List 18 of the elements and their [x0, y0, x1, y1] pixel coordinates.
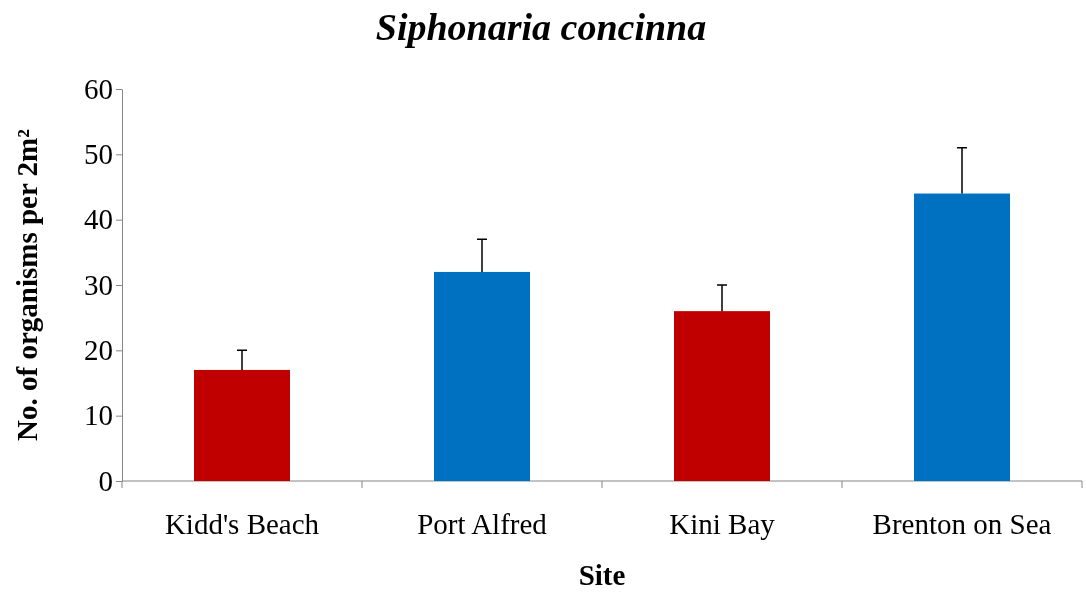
- x-tick-label: Kini Bay: [669, 508, 776, 540]
- bar: [434, 271, 530, 481]
- y-tick-label: 0: [98, 464, 113, 497]
- bar: [674, 311, 770, 481]
- y-tick-label: 50: [84, 138, 113, 171]
- x-tick-label: Brenton on Sea: [872, 508, 1052, 540]
- bar: [914, 193, 1010, 481]
- chart-title: Siphonaria concinna: [375, 6, 707, 48]
- y-tick-label: 40: [84, 203, 113, 236]
- x-tick-label: Port Alfred: [417, 508, 548, 540]
- y-tick-label: 10: [84, 399, 113, 432]
- bar: [194, 369, 290, 481]
- y-tick-label: 20: [84, 334, 113, 367]
- y-tick-label: 30: [84, 268, 113, 301]
- y-tick-label: 60: [84, 72, 113, 105]
- x-axis-title: Site: [578, 559, 626, 591]
- x-tick-label: Kidd's Beach: [164, 508, 320, 540]
- y-axis-title: No. of organisms per 2m²: [11, 128, 43, 441]
